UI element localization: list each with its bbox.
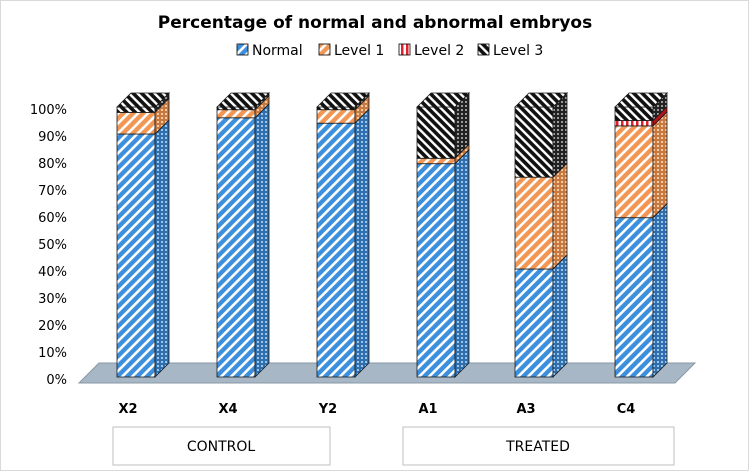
y-tick-label: 50% (38, 238, 67, 253)
group-box-treated (402, 426, 675, 466)
legend-swatch-level-3 (477, 43, 490, 56)
bar-top-c4 (614, 92, 668, 108)
bar-side-c4-normal (652, 202, 668, 378)
legend-label-level-3: Level 3 (493, 43, 543, 59)
bar-x4-level-1 (216, 109, 256, 119)
bar-x2-normal (116, 133, 156, 378)
bar-y2-normal (316, 122, 356, 378)
bar-side-a3-level-1 (552, 162, 568, 270)
y-tick-label: 20% (38, 319, 67, 334)
legend-label-level-2: Level 2 (414, 43, 464, 59)
bar-c4-level-1 (614, 125, 654, 219)
y-tick-label: 0% (46, 373, 67, 388)
bar-c4-level-2 (614, 120, 654, 127)
x-category-label-x4: X4 (218, 402, 237, 417)
bar-c4-normal (614, 217, 654, 378)
y-axis: 0% 10% 20% 30% 40% 50% 60% 70% 80% 90% 100% (30, 103, 67, 388)
x-category-label-a3: A3 (516, 402, 535, 417)
legend-label-level-1: Level 1 (334, 43, 384, 59)
bar-top-x2 (116, 92, 170, 108)
y-tick-label: 10% (38, 346, 67, 361)
bar-top-x4 (216, 92, 270, 108)
chart-legend: Normal Level 1 Level 2 Level 3 (236, 43, 543, 59)
bar-side-x2-normal (154, 119, 170, 378)
x-category-label-a1: A1 (418, 402, 437, 417)
bar-c4-level-3 (614, 106, 654, 121)
bar-a3-level-1 (514, 176, 554, 270)
bar-y2-level-3 (316, 106, 356, 111)
y-tick-label: 100% (30, 103, 67, 118)
bar-a3-normal (514, 268, 554, 378)
y-tick-label: 40% (38, 265, 67, 280)
y-tick-label: 60% (38, 211, 67, 226)
y-tick-label: 80% (38, 157, 67, 172)
x-axis-category-labels: X2 X4 Y2 A1 A3 C4 (118, 402, 635, 417)
y-tick-label: 30% (38, 292, 67, 307)
y-tick-label: 70% (38, 184, 67, 199)
chart-title: Percentage of normal and abnormal embryo… (158, 13, 592, 33)
legend-swatch-normal (236, 43, 249, 56)
y-tick-label: 90% (38, 130, 67, 145)
bar-side-x4-normal (254, 102, 270, 378)
group-label-control: CONTROL (187, 439, 256, 455)
x-category-label-x2: X2 (118, 402, 137, 417)
bar-top-a1 (416, 92, 470, 108)
bar-a3-level-3 (514, 106, 554, 178)
legend-swatch-level-2 (398, 43, 411, 56)
legend-swatch-level-1 (318, 43, 331, 56)
bar-side-a3-level-3 (552, 92, 568, 179)
bar-x4-normal (216, 117, 256, 378)
bar-x2-level-1 (116, 112, 156, 135)
group-box-control (112, 426, 331, 466)
chart-floor (77, 362, 697, 384)
bar-top-a3 (514, 92, 568, 108)
bar-a1-level-1 (416, 157, 456, 165)
x-category-label-y2: Y2 (318, 402, 337, 417)
bar-side-c4-level-1 (652, 110, 668, 219)
group-boxes: CONTROL TREATED (112, 426, 675, 466)
x-category-label-c4: C4 (617, 402, 636, 417)
bar-a1-normal (416, 163, 456, 378)
bar-side-y2-normal (354, 108, 370, 378)
legend-label-normal: Normal (252, 43, 303, 59)
bar-x4-level-3 (216, 106, 256, 111)
bar-y2-level-1 (316, 109, 356, 124)
bar-x2-level-3 (116, 106, 156, 113)
bar-series-area (116, 92, 668, 378)
bar-a1-level-3 (416, 106, 456, 159)
bar-side-a1-normal (454, 148, 470, 378)
group-label-treated: TREATED (505, 439, 570, 455)
bar-top-y2 (316, 92, 370, 108)
bar-side-a3-normal (552, 254, 568, 378)
